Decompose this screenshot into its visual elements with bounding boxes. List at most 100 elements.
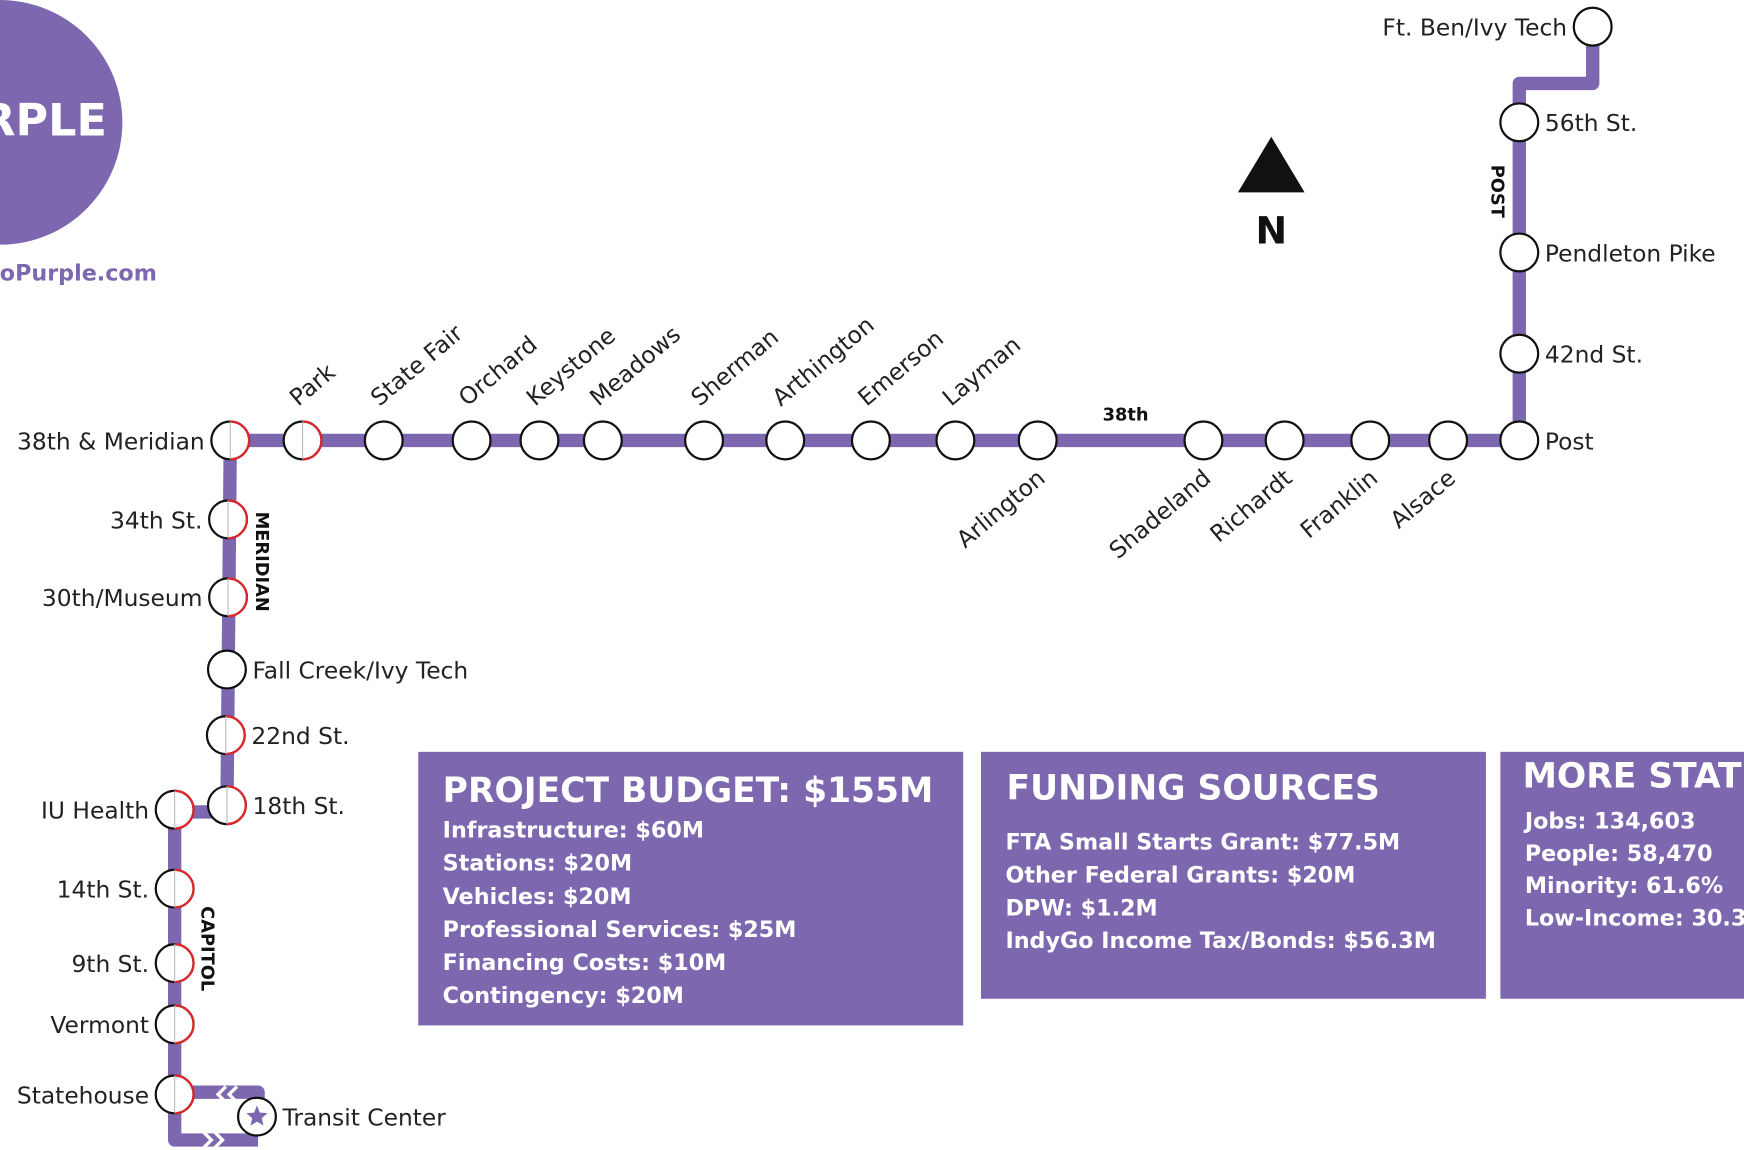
station-marker-accent (174, 789, 195, 830)
box-item: Vehicles: $20M (443, 884, 632, 910)
street-label: MERIDIAN (251, 512, 272, 612)
box-item: Jobs: 134,603 (1523, 809, 1696, 835)
station-marker (1017, 420, 1058, 461)
station-marker (1499, 102, 1540, 143)
box-item: Stations: $20M (443, 851, 632, 877)
station-marker (1572, 6, 1613, 47)
station-label: 56th St. (1545, 109, 1637, 137)
station-marker-accent (227, 577, 248, 618)
compass-label: N (1255, 209, 1287, 253)
station-marker (582, 420, 623, 461)
station-marker-accent (226, 785, 247, 826)
station-label: 9th St. (71, 950, 149, 978)
box-item: Low-Income: 30.3% (1525, 905, 1744, 931)
station-marker (1499, 420, 1540, 461)
station: Transit Center (236, 1096, 447, 1137)
station-label: IU Health (41, 797, 149, 825)
box-title: FUNDING SOURCES (1007, 769, 1380, 809)
station-label: Pendleton Pike (1545, 239, 1716, 267)
station-label: Shadeland (1104, 464, 1217, 565)
box-item: Professional Services: $25M (443, 917, 797, 943)
station-label: Arlington (951, 464, 1050, 554)
station-label: Richardt (1204, 464, 1297, 548)
station: 14th St. (57, 868, 195, 909)
station-marker-accent (174, 1074, 195, 1115)
station-label: State Fair (365, 319, 468, 412)
station-label: Transit Center (282, 1104, 447, 1132)
station: 18th St. (206, 785, 345, 826)
station-label: Statehouse (17, 1081, 149, 1109)
station: Post (1499, 420, 1594, 461)
box-item: Other Federal Grants: $20M (1005, 863, 1355, 889)
box-title: MORE STATS (1523, 756, 1744, 796)
station-label: Alsace (1385, 464, 1461, 534)
station-label: 42nd St. (1545, 341, 1643, 369)
logo-circle (0, 0, 123, 245)
direction-chevrons (202, 1085, 239, 1149)
station-marker (1499, 333, 1540, 374)
station-marker (519, 420, 560, 461)
box-item: Minority: 61.6% (1525, 873, 1723, 899)
station-marker (1499, 232, 1540, 273)
station-marker-accent (174, 943, 195, 984)
station-marker (451, 420, 492, 461)
station: IU Health (41, 789, 195, 830)
box-item: Contingency: $20M (443, 983, 684, 1009)
station-marker (684, 420, 725, 461)
station-marker (850, 420, 891, 461)
station: 30th/Museum (42, 577, 249, 618)
station-marker (765, 420, 806, 461)
station-label: Layman (937, 330, 1026, 411)
box-item: People: 58,470 (1525, 841, 1713, 867)
budget-box: PROJECT BUDGET: $155M (418, 751, 964, 1026)
station-label: Fall Creek/Ivy Tech (253, 656, 469, 684)
station-label: Vermont (50, 1011, 149, 1039)
station: Fall Creek/Ivy Tech (206, 649, 469, 690)
station-label: 22nd St. (251, 722, 349, 750)
station: 56th St. (1499, 102, 1637, 143)
station-label: 30th/Museum (42, 584, 203, 612)
station-marker-accent (302, 420, 323, 461)
station-label: Ft. Ben/Ivy Tech (1382, 14, 1567, 42)
station: 42nd St. (1499, 333, 1643, 374)
station-marker (1183, 420, 1224, 461)
station: 34th St. (110, 499, 249, 540)
station-marker (1428, 420, 1469, 461)
station-marker-accent (225, 715, 246, 756)
station: Vermont (50, 1004, 195, 1045)
station-marker (935, 420, 976, 461)
station-marker-accent (174, 1004, 195, 1045)
stats-box: MORE STATS (1500, 751, 1744, 999)
station-marker-accent (230, 420, 251, 461)
box-item: Infrastructure: $60M (443, 817, 704, 843)
station-marker (206, 649, 247, 690)
funding-box: FUNDING SOURCES (980, 751, 1486, 999)
station-label: Sherman (685, 323, 783, 412)
box-item: DPW: $1.2M (1005, 895, 1157, 921)
box-item: Financing Costs: $10M (443, 950, 727, 976)
station-marker-accent (227, 499, 248, 540)
station-label: 18th St. (253, 792, 345, 820)
station-label: 38th & Meridian (17, 427, 205, 455)
station: Ft. Ben/Ivy Tech (1382, 6, 1613, 47)
station: 9th St. (71, 943, 195, 984)
street-label: CAPITOL (196, 906, 217, 991)
box-title: PROJECT BUDGET: $155M (443, 771, 934, 811)
station-marker (1264, 420, 1305, 461)
station-marker (1350, 420, 1391, 461)
station: Statehouse (17, 1074, 195, 1115)
logo-url: oPurple.com (0, 260, 157, 286)
station-star (246, 1105, 268, 1126)
station: Pendleton Pike (1499, 232, 1716, 273)
station-label: Franklin (1295, 464, 1383, 544)
street-label: POST (1486, 165, 1507, 219)
north-arrow (1237, 136, 1305, 193)
street-label: 38th (1103, 404, 1149, 425)
station: 22nd St. (205, 715, 350, 756)
station-label: Post (1545, 427, 1594, 455)
box-item: IndyGo Income Tax/Bonds: $56.3M (1005, 928, 1435, 954)
station-marker-accent (174, 868, 195, 909)
station-marker (363, 420, 404, 461)
station-label: 14th St. (57, 876, 149, 904)
